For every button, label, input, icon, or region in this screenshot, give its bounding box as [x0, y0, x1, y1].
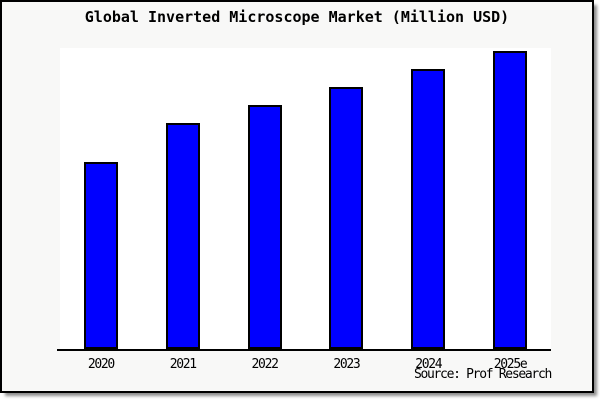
x-tick-2024: 2024 — [415, 357, 442, 372]
bar-2022 — [247, 105, 282, 349]
chart-frame: Global Inverted Microscope Market (Milli… — [0, 0, 594, 393]
bar-2025e — [493, 51, 528, 349]
bar-2021 — [165, 123, 200, 349]
x-tick-2020: 2020 — [87, 357, 115, 372]
x-tick-2025e: 2025e — [493, 357, 528, 372]
x-tick-2021: 2021 — [169, 357, 197, 372]
chart-title: Global Inverted Microscope Market (Milli… — [84, 8, 510, 26]
x-tick-2023: 2023 — [333, 357, 360, 372]
bar-2024 — [411, 69, 446, 349]
x-axis-line — [57, 349, 551, 351]
plot-area — [60, 48, 551, 349]
bar-2020 — [83, 162, 118, 349]
bar-2023 — [329, 87, 364, 349]
source-credit: Source: Prof Research — [413, 367, 552, 382]
x-tick-2022: 2022 — [251, 357, 279, 372]
